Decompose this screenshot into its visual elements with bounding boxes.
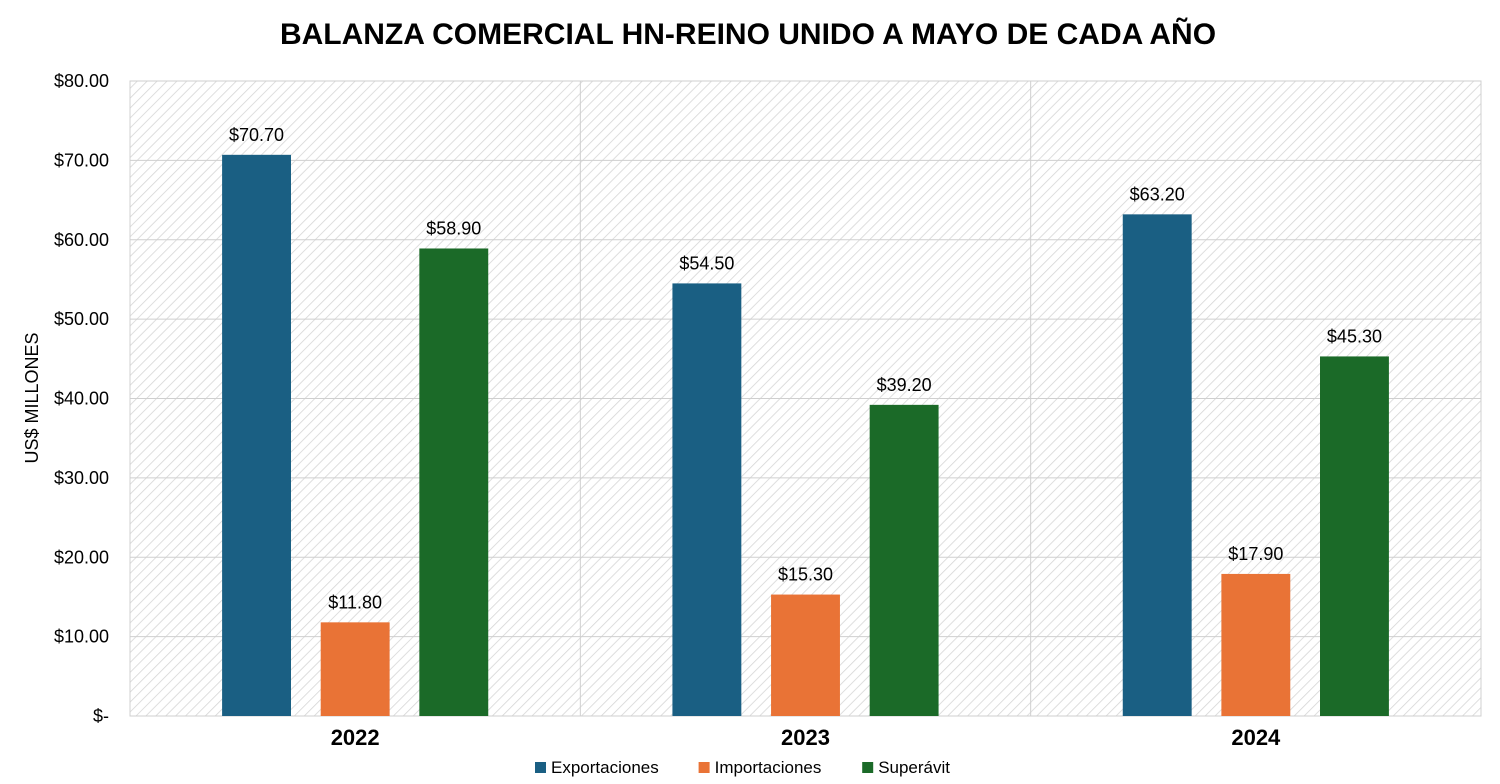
y-tick-label: $60.00 — [54, 230, 109, 250]
chart-title: BALANZA COMERCIAL HN-REINO UNIDO A MAYO … — [280, 17, 1216, 51]
x-axis-categories: 2022 2023 2024 — [331, 725, 1281, 750]
data-label: $11.80 — [328, 592, 382, 612]
data-label: $63.20 — [1130, 184, 1185, 204]
legend-label: Superávit — [878, 758, 950, 777]
data-label: $39.20 — [877, 375, 932, 395]
bars — [222, 154, 1389, 717]
bar-importaciones-2023 — [771, 594, 840, 716]
data-label: $45.30 — [1327, 326, 1382, 346]
data-label: $15.30 — [778, 565, 833, 585]
bar-superávit-2024 — [1320, 356, 1389, 716]
legend: Exportaciones Importaciones Superávit — [535, 758, 950, 777]
x-category-label: 2022 — [331, 725, 380, 750]
legend-label: Exportaciones — [551, 758, 659, 777]
legend-swatch — [535, 762, 546, 773]
bar-exportaciones-2023 — [672, 283, 742, 716]
bar-exportaciones-2022 — [222, 154, 291, 717]
legend-swatch — [698, 762, 710, 773]
bar-superávit-2022 — [419, 248, 489, 716]
bar-importaciones-2022 — [320, 622, 390, 716]
y-tick-label: $20.00 — [54, 547, 109, 567]
y-tick-label: $70.00 — [54, 150, 109, 170]
legend-label: Importaciones — [715, 758, 822, 777]
data-label: $17.90 — [1228, 544, 1283, 564]
y-tick-label: $40.00 — [54, 389, 109, 409]
y-tick-label: $- — [93, 706, 109, 726]
legend-swatch — [862, 762, 874, 773]
x-category-label: 2023 — [781, 725, 830, 750]
data-labels: $70.70 $11.80 $58.90 $54.50 $15.30 $39.20 $63.… — [229, 125, 1382, 613]
x-category-label: 2024 — [1231, 725, 1281, 750]
y-tick-label: $80.00 — [54, 71, 109, 91]
y-axis-ticks: $- $10.00 $20.00 $30.00 $40.00 $50.00 $60.00 $7… — [54, 71, 109, 726]
data-label: $58.90 — [426, 218, 481, 238]
data-label: $54.50 — [679, 253, 734, 273]
y-axis-label: US$ MILLONES — [22, 332, 42, 463]
bar-exportaciones-2024 — [1122, 214, 1192, 716]
bar-importaciones-2024 — [1221, 573, 1291, 716]
y-tick-label: $50.00 — [54, 309, 109, 329]
data-label: $70.70 — [229, 125, 284, 145]
bar-superávit-2023 — [869, 404, 939, 716]
y-tick-label: $10.00 — [54, 627, 109, 647]
y-tick-label: $30.00 — [54, 468, 109, 488]
